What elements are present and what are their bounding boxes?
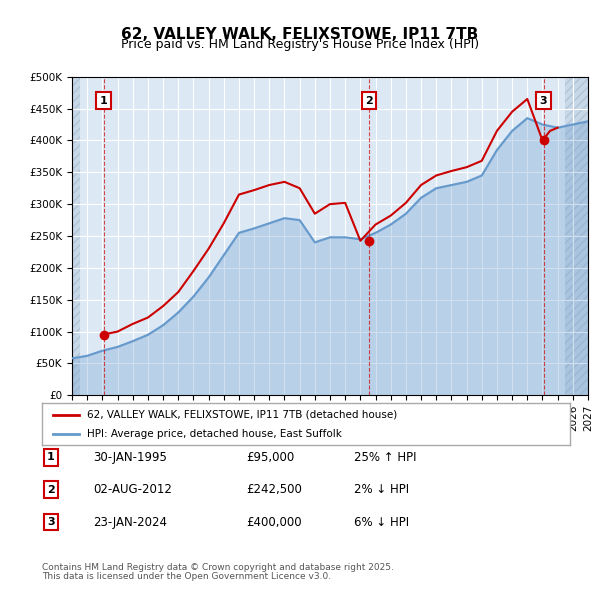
Text: Price paid vs. HM Land Registry's House Price Index (HPI): Price paid vs. HM Land Registry's House …: [121, 38, 479, 51]
Text: 3: 3: [540, 96, 547, 106]
Text: 3: 3: [47, 517, 55, 527]
Text: 2: 2: [47, 485, 55, 494]
Text: 62, VALLEY WALK, FELIXSTOWE, IP11 7TB (detached house): 62, VALLEY WALK, FELIXSTOWE, IP11 7TB (d…: [87, 410, 397, 420]
Text: 30-JAN-1995: 30-JAN-1995: [93, 451, 167, 464]
Text: 2% ↓ HPI: 2% ↓ HPI: [354, 483, 409, 496]
Bar: [565, 77, 588, 395]
Text: 23-JAN-2024: 23-JAN-2024: [93, 516, 167, 529]
Text: Contains HM Land Registry data © Crown copyright and database right 2025.: Contains HM Land Registry data © Crown c…: [42, 563, 394, 572]
Text: 02-AUG-2012: 02-AUG-2012: [93, 483, 172, 496]
Text: This data is licensed under the Open Government Licence v3.0.: This data is licensed under the Open Gov…: [42, 572, 331, 581]
Text: 1: 1: [47, 453, 55, 462]
Text: 2: 2: [365, 96, 373, 106]
Text: 62, VALLEY WALK, FELIXSTOWE, IP11 7TB: 62, VALLEY WALK, FELIXSTOWE, IP11 7TB: [121, 27, 479, 41]
Text: £95,000: £95,000: [246, 451, 294, 464]
Text: £242,500: £242,500: [246, 483, 302, 496]
Text: 1: 1: [100, 96, 107, 106]
Text: £400,000: £400,000: [246, 516, 302, 529]
Bar: [72, 77, 80, 395]
Text: HPI: Average price, detached house, East Suffolk: HPI: Average price, detached house, East…: [87, 428, 342, 438]
Text: 6% ↓ HPI: 6% ↓ HPI: [354, 516, 409, 529]
Text: 25% ↑ HPI: 25% ↑ HPI: [354, 451, 416, 464]
